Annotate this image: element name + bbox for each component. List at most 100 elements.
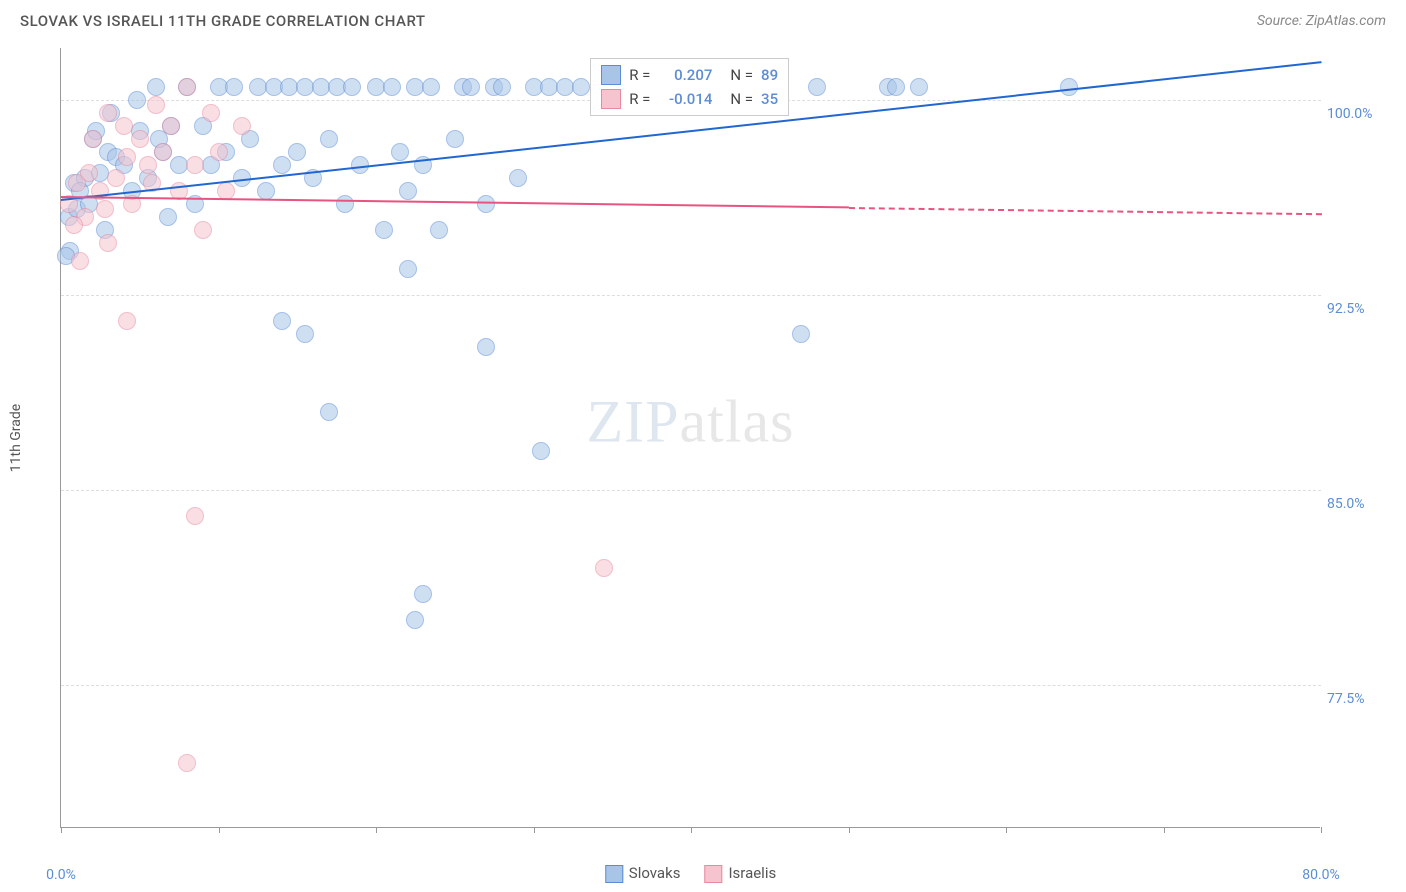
scatter-point [99,234,117,252]
scatter-point [446,130,464,148]
y-tick-label: 77.5% [1327,691,1387,707]
legend-n-label: N = [730,66,753,84]
legend-n-value: 89 [761,66,778,84]
legend-r-label: R = [629,90,650,108]
x-tick [61,827,62,833]
x-tick [1006,827,1007,833]
scatter-point [107,169,125,187]
x-tick [534,827,535,833]
scatter-point [375,221,393,239]
scatter-point [477,338,495,356]
scatter-point [320,403,338,421]
scatter-point [288,143,306,161]
series-legend-item: Israelis [704,864,776,883]
scatter-point [159,208,177,226]
scatter-point [430,221,448,239]
scatter-point [178,754,196,772]
scatter-point [162,117,180,135]
scatter-point [509,169,527,187]
x-tick [691,827,692,833]
scatter-point [147,96,165,114]
scatter-point [399,260,417,278]
gridline [61,685,1321,686]
gridline [61,295,1321,296]
watermark-atlas: atlas [680,388,795,454]
legend-swatch-icon [601,89,621,109]
scatter-point [118,312,136,330]
scatter-point [414,585,432,603]
scatter-point [257,182,275,200]
scatter-point [118,148,136,166]
scatter-point [154,143,172,161]
scatter-point [139,156,157,174]
scatter-point [273,312,291,330]
plot-area: ZIPatlas 77.5%85.0%92.5%100.0%0.0%80.0%R… [60,48,1320,828]
legend-n-value: 35 [761,90,778,108]
scatter-point [99,104,117,122]
scatter-point [147,78,165,96]
watermark: ZIPatlas [587,387,795,456]
scatter-point [80,164,98,182]
x-tick [1164,827,1165,833]
scatter-point [383,78,401,96]
scatter-point [296,325,314,343]
scatter-point [532,442,550,460]
legend-r-label: R = [629,66,650,84]
series-legend-item: Slovaks [605,864,681,883]
scatter-point [399,182,417,200]
scatter-point [406,611,424,629]
chart-header: SLOVAK VS ISRAELI 11TH GRADE CORRELATION… [0,0,1406,38]
scatter-point [273,156,291,174]
x-tick [1321,827,1322,833]
watermark-zip: ZIP [587,388,680,454]
scatter-point [493,78,511,96]
scatter-point [202,104,220,122]
scatter-point [71,252,89,270]
trend-line [848,207,1321,215]
legend-swatch-icon [704,865,722,883]
y-axis-label: 11th Grade [8,404,24,472]
scatter-point [210,143,228,161]
legend-swatch-icon [605,865,623,883]
scatter-point [178,78,196,96]
scatter-point [115,117,133,135]
scatter-point [128,91,146,109]
scatter-point [887,78,905,96]
scatter-point [477,195,495,213]
scatter-point [194,221,212,239]
chart-container: 11th Grade ZIPatlas 77.5%85.0%92.5%100.0… [60,48,1380,828]
gridline [61,490,1321,491]
y-tick-label: 92.5% [1327,301,1387,317]
scatter-point [391,143,409,161]
scatter-point [910,78,928,96]
scatter-point [343,78,361,96]
legend-swatch-icon [601,65,621,85]
stats-legend-row: R = -0.014 N = 35 [601,87,778,111]
x-tick [219,827,220,833]
legend-r-value: -0.014 [658,90,712,108]
stats-legend: R = 0.207 N = 89 R = -0.014 N = 35 [590,58,789,116]
scatter-point [84,130,102,148]
scatter-point [422,78,440,96]
legend-n-label: N = [730,90,753,108]
scatter-point [131,130,149,148]
scatter-point [186,156,204,174]
legend-r-value: 0.207 [658,66,712,84]
source-label: Source: ZipAtlas.com [1257,13,1386,29]
trend-line [61,196,849,208]
scatter-point [233,117,251,135]
x-tick-label: 80.0% [1302,867,1340,883]
x-tick-label: 0.0% [46,867,76,883]
chart-title: SLOVAK VS ISRAELI 11TH GRADE CORRELATION… [20,12,426,30]
scatter-point [792,325,810,343]
scatter-point [808,78,826,96]
y-tick-label: 100.0% [1327,106,1387,122]
scatter-point [320,130,338,148]
scatter-point [336,195,354,213]
y-tick-label: 85.0% [1327,496,1387,512]
scatter-point [65,216,83,234]
x-tick [376,827,377,833]
series-legend: Slovaks Israelis [605,864,776,883]
x-tick [849,827,850,833]
scatter-point [595,559,613,577]
